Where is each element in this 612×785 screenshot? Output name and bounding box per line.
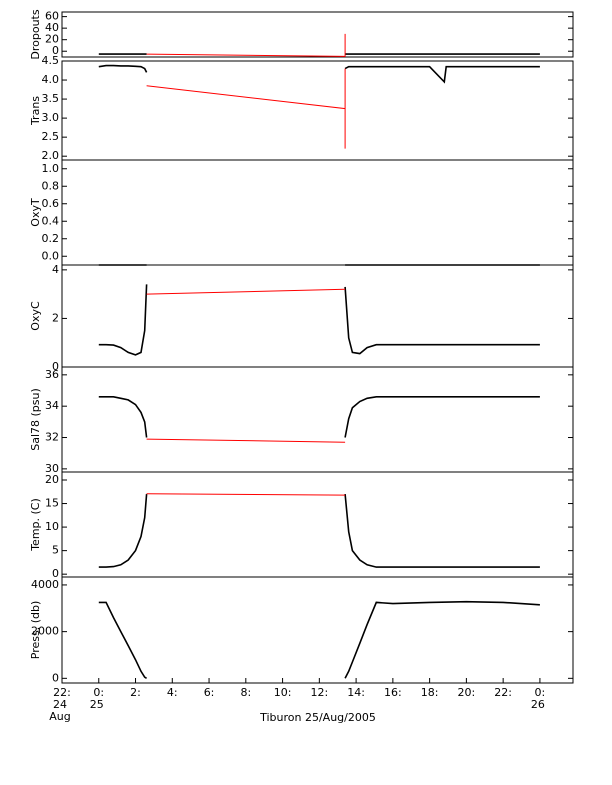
- y-tick-label: 40: [45, 21, 59, 34]
- x-tick-label: 24: [53, 698, 67, 711]
- data-line: [98, 396, 540, 438]
- y-tick-label: 2.0: [42, 149, 60, 162]
- x-tick-label: 6:: [204, 686, 215, 699]
- y-tick-label: 0: [52, 44, 59, 57]
- y-tick-label: 3.0: [42, 111, 60, 124]
- data-line: [98, 494, 540, 568]
- x-tick-label: 22:: [494, 686, 512, 699]
- x-tick-label: 16:: [384, 686, 402, 699]
- y-tick-label: 0: [52, 567, 59, 580]
- x-tick-label: 14:: [347, 686, 365, 699]
- x-tick-label: 12:: [310, 686, 328, 699]
- data-line: [146, 493, 346, 496]
- y-tick-label: 2000: [31, 625, 59, 638]
- y-tick-label: 4.0: [42, 73, 60, 86]
- y-tick-label: 36: [45, 368, 59, 381]
- y-tick-label: 0: [52, 671, 59, 684]
- x-tick-label: 8:: [240, 686, 251, 699]
- y-tick-label: 0.8: [42, 179, 60, 192]
- y-axis-label: OxyC: [29, 301, 42, 331]
- y-tick-label: 34: [45, 399, 59, 412]
- y-tick-label: 5: [52, 544, 59, 557]
- y-axis-label: Dropouts: [29, 9, 42, 59]
- data-line: [146, 288, 346, 295]
- y-axis-label: Sal78 (psu): [29, 388, 42, 451]
- x-tick-label: 4:: [167, 686, 178, 699]
- x-tick-label: 0:: [93, 686, 104, 699]
- plot-frame: [61, 471, 574, 578]
- y-tick-label: 0.6: [42, 197, 60, 210]
- y-tick-label: 20: [45, 33, 59, 46]
- x-tick-label: 2:: [130, 686, 141, 699]
- y-tick-label: 4: [52, 263, 59, 276]
- data-line: [146, 438, 346, 443]
- x-tick-label: 26: [531, 698, 545, 711]
- x-tick-label: 0:: [535, 686, 546, 699]
- y-axis-label: Press. (db): [29, 601, 42, 660]
- y-tick-label: 15: [45, 497, 59, 510]
- y-tick-label: 0.4: [42, 214, 60, 227]
- data-line: [146, 68, 346, 149]
- plot-frame: [61, 11, 574, 58]
- y-tick-label: 0.0: [42, 249, 60, 262]
- plot-frame: [61, 60, 574, 161]
- y-tick-label: 1.0: [42, 162, 60, 175]
- y-tick-label: 60: [45, 10, 59, 23]
- y-tick-label: 20: [45, 473, 59, 486]
- y-tick-label: 4.5: [42, 54, 60, 67]
- x-tick-label: Aug: [49, 710, 70, 723]
- x-tick-label: 18:: [421, 686, 439, 699]
- x-axis-label: Tiburon 25/Aug/2005: [259, 711, 376, 724]
- y-tick-label: 3.5: [42, 92, 60, 105]
- data-line: [98, 64, 540, 84]
- data-line: [98, 284, 540, 356]
- plot-frame: [61, 366, 574, 473]
- x-tick-label: 22:: [53, 686, 71, 699]
- y-axis-label: OxyT: [29, 198, 42, 227]
- y-tick-label: 4000: [31, 578, 59, 591]
- y-tick-label: 0.2: [42, 232, 60, 245]
- y-tick-label: 30: [45, 462, 59, 475]
- x-tick-label: 20:: [458, 686, 476, 699]
- plot-frame: [61, 576, 574, 684]
- y-tick-label: 10: [45, 520, 59, 533]
- y-tick-label: 32: [45, 431, 59, 444]
- y-axis-label: Temp. (C): [29, 498, 42, 552]
- plot-frame: [61, 159, 574, 266]
- y-tick-label: 2.5: [42, 130, 60, 143]
- y-tick-label: 0: [52, 360, 59, 373]
- y-tick-label: 2: [52, 311, 59, 324]
- x-tick-label: 25: [90, 698, 104, 711]
- data-line: [98, 600, 540, 679]
- y-axis-label: Trans: [29, 96, 42, 126]
- x-tick-label: 10:: [274, 686, 292, 699]
- data-line: [146, 33, 346, 57]
- plot-frame: [61, 264, 574, 368]
